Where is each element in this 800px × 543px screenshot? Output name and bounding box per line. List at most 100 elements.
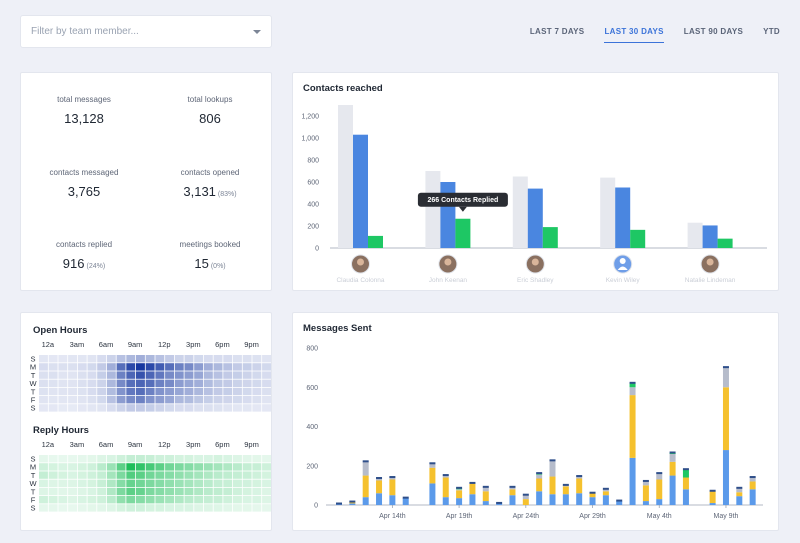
heatmap-cell [145,455,155,463]
messages-sent-title: Messages Sent [303,323,372,334]
heatmap-cell [58,371,68,379]
stacked-bar-segment [576,478,583,494]
hour-label: 3pm [186,440,201,449]
heatmap-cell [39,371,48,379]
stacked-bar-segment [549,494,556,505]
member-name-label: Kevin Wiley [606,277,641,284]
heatmap-title: Reply Hours [33,425,89,436]
heatmap-cell [136,487,145,496]
heatmap-cell [48,404,58,412]
tab-last-90-days[interactable]: LAST 90 DAYS [683,27,744,36]
heatmap-cell [126,463,136,471]
hour-label: 9pm [244,440,259,449]
heatmap-cell [252,504,262,512]
heatmap-cell [155,379,165,387]
bar [338,105,353,248]
heatmap-cell [116,396,126,404]
contacts-reached-card: Contacts reached 0 200 400 600 800 1,000 1,200… [292,72,779,291]
stacked-bar-segment [456,498,463,505]
day-label: T [31,471,36,480]
bar [630,229,646,248]
heatmap-cell [39,463,48,471]
heatmap-cell [184,504,194,512]
heatmap-cell [165,363,174,371]
heatmap-cell [77,396,87,404]
heatmap-cell [155,363,165,371]
heatmap-cell [58,379,68,387]
stat-contacts-opened: contacts opened 3,131 (83%) [147,168,273,199]
heatmap-cell [184,371,194,379]
stacked-bar-segment [669,475,676,505]
heatmap-cell [242,471,252,479]
heatmap-cell [262,355,271,363]
stacked-bar-segment [736,488,743,493]
heatmap-cell [48,487,58,496]
stacked-bar-segment [576,476,583,479]
heatmap-cell [194,504,204,512]
heatmap-cell [68,496,77,504]
stacked-bar-segment [629,387,636,396]
heatmap-cell [203,396,213,404]
heatmap-cell [145,371,155,379]
heatmap-cell [87,387,97,396]
heatmap-cell [174,379,184,387]
heatmap-cell [97,363,107,371]
tab-ytd[interactable]: YTD [763,27,780,36]
heatmap-cell [48,455,58,463]
heatmap-cell [39,487,48,496]
bar-cap [336,502,342,505]
day-label: W [29,479,37,488]
heatmap-cell [145,487,155,496]
hour-label: 12p [158,340,171,349]
heatmap-cell [116,479,126,487]
stacked-bar-segment [456,489,463,491]
heatmap-cell [155,455,165,463]
bar-cap [656,472,663,475]
stacked-bar-segment [562,494,569,505]
heatmap-cell [39,455,48,463]
heatmap-cell [48,379,58,387]
tooltip-arrow [458,206,467,212]
heatmap-cell [87,463,97,471]
heatmap-cell [68,355,77,363]
heatmap-cell [262,479,271,487]
stacked-bar-segment [642,481,649,486]
heatmap-cell [39,355,48,363]
heatmap-cell [155,387,165,396]
heatmap-cell [174,471,184,479]
heatmap-cell [87,396,97,404]
y-tick-label: 200 [307,224,319,231]
heatmap-cell [116,504,126,512]
heatmap-cell [194,396,204,404]
heatmap-cell [203,463,213,471]
bar-cap [682,468,689,471]
heatmap-cell [136,504,145,512]
heatmap-cell [155,355,165,363]
day-label: M [30,463,36,472]
heatmap-cell [194,404,204,412]
tab-last-30-days[interactable]: LAST 30 DAYS [604,27,664,43]
stacked-bar-segment [349,503,356,505]
heatmap-cell [116,355,126,363]
messages-sent-card: Messages Sent 0 200 400 600 800 Apr 14th Apr 1… [292,312,779,531]
hour-label: 12p [158,440,171,449]
hour-label: 12a [42,340,55,349]
heatmap-cell [87,404,97,412]
stacked-bar-segment [389,495,396,505]
heatmap-cell [126,379,136,387]
day-label: F [31,496,36,505]
bar [600,177,616,248]
hour-label: 6am [99,340,114,349]
tab-last-7-days[interactable]: LAST 7 DAYS [529,27,585,36]
heatmap-cell [77,487,87,496]
heatmap-cell [87,371,97,379]
heatmap-cell [106,387,116,396]
hour-label: 12a [42,440,55,449]
chevron-down-icon[interactable] [253,29,261,34]
team-member-filter[interactable]: Filter by team member... [20,15,272,48]
heatmap-cell [136,479,145,487]
heatmap-cell [48,396,58,404]
heatmap-cell [116,363,126,371]
heatmap-cell [262,379,271,387]
heatmap-cell [48,471,58,479]
